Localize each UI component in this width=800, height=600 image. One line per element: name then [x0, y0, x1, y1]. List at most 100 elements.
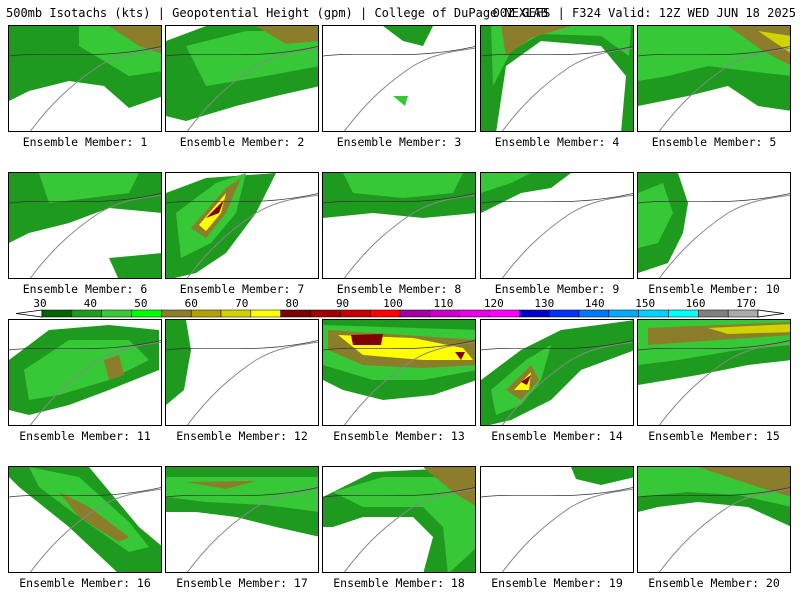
coastline — [658, 341, 790, 425]
ensemble-map-panel — [165, 466, 319, 573]
isotach-shading — [256, 26, 318, 44]
ensemble-member-label: Ensemble Member: 15 — [648, 429, 780, 443]
colorbar-swatch — [71, 309, 102, 318]
colorbar-tick-label: 30 — [33, 297, 46, 310]
height-contour — [9, 46, 161, 57]
coastline — [29, 341, 161, 425]
isotach-shading — [109, 26, 161, 54]
height-contour — [166, 46, 318, 57]
ensemble-member-label: Ensemble Member: 19 — [491, 576, 623, 590]
wind-speed-colorbar: 30 40 50 60 70 80 90 100 110 120 130 140 150 160 170 — [15, 297, 785, 318]
colorbar-swatch — [250, 309, 281, 318]
isotach-field — [9, 173, 161, 278]
coastline — [186, 341, 318, 425]
isotach-shading — [104, 355, 124, 380]
isotach-shading — [521, 375, 531, 385]
isotach-shading — [343, 173, 463, 198]
isotach-field — [166, 173, 318, 278]
isotach-shading — [186, 481, 256, 489]
colorbar-swatch — [727, 309, 759, 318]
colorbar-swatch — [399, 309, 431, 318]
isotach-shading — [166, 477, 318, 512]
coastline — [29, 47, 161, 131]
chart-title: 500mb Isotachs (kts) | Geopotential Heig… — [6, 6, 548, 20]
height-contour — [481, 46, 633, 57]
ensemble-member-label: Ensemble Member: 20 — [648, 576, 780, 590]
ensemble-member-label: Ensemble Member: 7 — [179, 282, 305, 296]
ensemble-map-panel — [8, 319, 162, 426]
colorbar-swatch — [369, 309, 401, 318]
isotach-field — [323, 320, 475, 425]
colorbar-tick-label: 170 — [736, 297, 756, 310]
ensemble-member-label: Ensemble Member: 12 — [176, 429, 308, 443]
ensemble-map-panel — [322, 25, 476, 132]
isotach-shading — [59, 492, 129, 542]
colorbar-tick-label: 70 — [235, 297, 248, 310]
height-contour — [323, 193, 475, 204]
isotach-shading — [758, 31, 790, 53]
ensemble-map-panel — [480, 25, 634, 132]
ensemble-map-panel — [637, 25, 791, 132]
height-contour — [323, 487, 475, 498]
ensemble-member-label: Ensemble Member: 11 — [19, 429, 151, 443]
isotach-shading — [423, 467, 475, 506]
ensemble-map-panel — [8, 25, 162, 132]
ensemble-member-label: Ensemble Member: 8 — [336, 282, 462, 296]
isotach-shading — [481, 173, 531, 193]
isotach-field — [638, 173, 790, 278]
ensemble-member-label: Ensemble Member: 16 — [19, 576, 151, 590]
colorbar-swatch — [638, 309, 669, 318]
isotach-field — [166, 467, 318, 572]
colorbar-tick-label: 120 — [484, 297, 504, 310]
isotach-shading — [333, 477, 475, 572]
ensemble-map-panel — [8, 172, 162, 279]
colorbar-tick-label: 40 — [84, 297, 97, 310]
height-contour — [9, 193, 161, 204]
height-contour — [481, 340, 633, 351]
ensemble-map-panel — [322, 466, 476, 573]
colorbar-tick-label: 150 — [635, 297, 655, 310]
colorbar-swatch — [340, 309, 371, 318]
coastline — [186, 194, 318, 278]
colorbar-swatch — [101, 309, 132, 318]
isotach-field — [9, 325, 161, 425]
colorbar-swatch — [459, 309, 490, 318]
isotach-shading — [455, 352, 465, 360]
isotach-field — [481, 467, 633, 572]
isotach-field — [166, 320, 318, 425]
colorbar-tick-label: 90 — [336, 297, 349, 310]
coastline — [501, 47, 633, 131]
colorbar-swatch — [489, 309, 520, 318]
ensemble-member-label: Ensemble Member: 9 — [494, 282, 620, 296]
coastline — [29, 194, 161, 278]
colorbar-swatch — [220, 309, 252, 318]
colorbar-tick-label: 60 — [185, 297, 198, 310]
coastline — [501, 341, 633, 425]
isotach-shading — [166, 320, 191, 405]
ensemble-map-panel — [322, 319, 476, 426]
coastline — [343, 194, 475, 278]
colorbar-swatch — [41, 309, 73, 318]
ensemble-member-label: Ensemble Member: 6 — [22, 282, 148, 296]
ensemble-member-label: Ensemble Member: 1 — [22, 135, 148, 149]
height-contour — [166, 340, 318, 351]
isotach-field — [9, 26, 161, 131]
colorbar-low-arrow — [15, 309, 43, 318]
chart-header: 500mb Isotachs (kts) | Geopotential Heig… — [6, 4, 796, 22]
isotach-shading — [698, 467, 790, 497]
ensemble-map-panel — [637, 319, 791, 426]
ensemble-map-panel — [480, 319, 634, 426]
colorbar-swatch — [548, 309, 580, 318]
height-contour — [166, 193, 318, 204]
ensemble-map-panel — [165, 172, 319, 279]
isotach-field — [9, 467, 161, 572]
height-contour — [323, 46, 475, 57]
colorbar-tick-label: 50 — [134, 297, 147, 310]
ensemble-member-label: Ensemble Member: 14 — [491, 429, 623, 443]
ensemble-map-panel — [165, 25, 319, 132]
colorbar-swatch — [280, 309, 311, 318]
colorbar-swatch — [608, 309, 639, 318]
colorbar-tick-label: 160 — [686, 297, 706, 310]
ensemble-map-panel — [322, 172, 476, 279]
colorbar-swatch — [578, 309, 610, 318]
